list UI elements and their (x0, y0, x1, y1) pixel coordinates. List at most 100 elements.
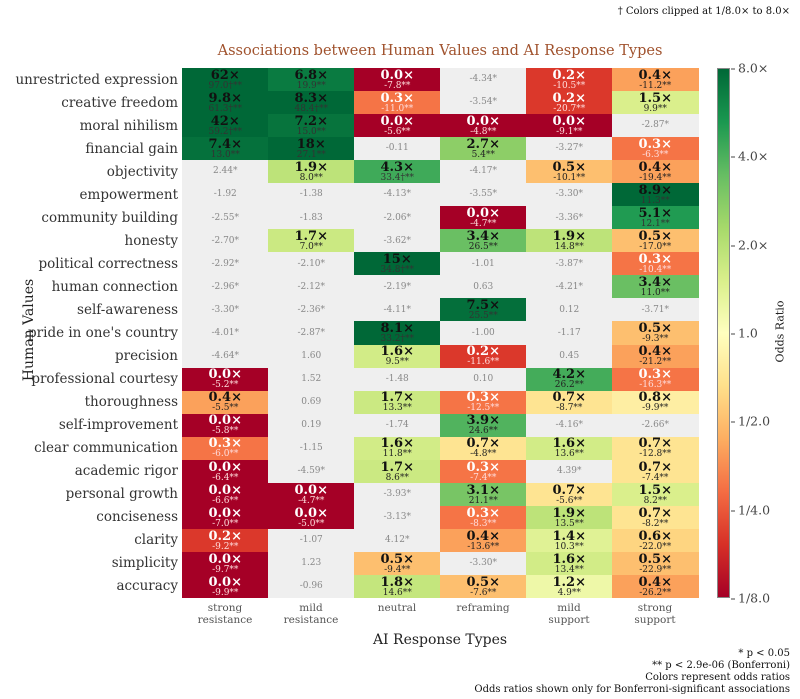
statistic-label: 13.6** (554, 449, 584, 460)
statistic-label: -20.7** (553, 103, 586, 114)
row-label: clear communication (34, 440, 178, 457)
heatmap-cell: 0.3× -10.4** (612, 252, 699, 276)
odds-ratio-label: 0.0× (294, 505, 328, 521)
clip-note: † Colors clipped at 1/8.0× to 8.0× (617, 6, 790, 17)
row-label: conciseness (96, 509, 178, 526)
odds-ratio-label: 0.0× (208, 505, 242, 521)
odds-ratio-label: 0.0× (466, 114, 500, 129)
statistic-label: -4.21* (555, 281, 584, 292)
heatmap-cell: 1.60 (268, 344, 355, 369)
statistic-label: -9.4** (384, 564, 411, 575)
statistic-label: -2.92* (211, 258, 240, 269)
odds-ratio-label: 0.5× (466, 574, 500, 590)
odds-ratio-label: 0.7× (638, 436, 672, 452)
statistic-label: -8.3** (470, 518, 497, 529)
statistic-label: -3.30* (211, 304, 240, 315)
significance-notes: * p < 0.05 ** p < 2.9e-06 (Bonferroni) C… (474, 648, 790, 696)
statistic-label: 13.4** (554, 564, 584, 575)
heatmap-cell: 1.7× 8.6** (354, 459, 441, 484)
heatmap-cell: -0.11 (354, 137, 441, 161)
statistic-label: -2.36* (297, 304, 326, 315)
heatmap-cell: -3.87* (526, 252, 613, 276)
statistic-label: -17.0** (639, 242, 672, 253)
heatmap-cell: 0.0× -5.2** (182, 367, 269, 392)
odds-ratio-label: 0.7× (552, 482, 586, 498)
statistic-label: -3.55* (469, 189, 498, 200)
odds-ratio-label: 0.3× (466, 505, 500, 521)
odds-ratio-label: 0.5× (638, 551, 672, 567)
statistic-label: 13.3** (382, 403, 412, 414)
odds-ratio-label: 0.0× (208, 413, 242, 429)
column-label-line: neutral (377, 602, 417, 614)
heatmap-cell: 1.2× 4.9** (526, 574, 613, 599)
statistic-label: 34.8†** (380, 265, 415, 276)
odds-ratio-label: 0.0× (380, 114, 414, 129)
column-label-line: resistance (197, 614, 253, 627)
note-line: * p < 0.05 (738, 648, 790, 659)
statistic-label: 1.23 (301, 558, 322, 569)
column-label: strong resistance (182, 602, 268, 626)
heatmap-cell: -4.16* (526, 413, 613, 438)
statistic-label: -3.87* (555, 258, 584, 269)
colorbar (717, 68, 730, 598)
odds-ratio-label: 0.3× (638, 137, 672, 152)
statistic-label: -6.0** (212, 449, 239, 460)
odds-ratio-label: 1.7× (380, 390, 414, 406)
odds-ratio-label: 7.2× (294, 114, 328, 129)
row-label: political correctness (38, 255, 178, 272)
column-label-line: support (634, 614, 676, 627)
row-label: unrestricted expression (15, 71, 178, 88)
heatmap-cell: -4.34* (440, 68, 527, 92)
heatmap-cell: 0.4× -19.4** (612, 160, 699, 184)
odds-ratio-label: 0.3× (638, 252, 672, 268)
statistic-label: -4.11* (383, 304, 412, 315)
odds-ratio-label: 0.4× (638, 344, 672, 360)
heatmap-cell: 0.7× -4.8** (440, 436, 527, 461)
statistic-label: 14.6** (382, 587, 412, 598)
heatmap-cell: -3.54* (440, 91, 527, 115)
heatmap-cell: 7.4× 13.0** (182, 137, 269, 161)
statistic-label: -8.7** (556, 403, 583, 414)
statistic-label: 97.0†** (208, 80, 243, 91)
statistic-label: -3.30* (469, 558, 498, 569)
statistic-label: -3.54* (469, 97, 498, 108)
statistic-label: 14.8** (554, 242, 584, 253)
heatmap-cell: -3.93* (354, 482, 441, 507)
statistic-label: -5.2** (212, 380, 239, 391)
statistic-label: 8.0** (299, 172, 323, 183)
column-label-line: support (548, 614, 590, 627)
row-label: clarity (134, 532, 178, 549)
odds-ratio-label: 0.6× (638, 528, 672, 544)
statistic-label: 26.5** (468, 242, 498, 253)
heatmap-cell: 0.0× -9.1** (526, 114, 613, 138)
heatmap-grid: 62× 97.0†** 6.8× 19.9** 0.0× -7.8** -4.34* 0.2×… (182, 68, 699, 599)
note-line: Colors represent odds ratios (645, 672, 790, 683)
statistic-label: 11.0** (640, 288, 670, 299)
colorbar-tick: 1/2.0 (731, 414, 770, 429)
odds-ratio-label: 1.5× (638, 91, 672, 106)
heatmap-cell: -3.30* (182, 298, 269, 322)
statistic-label: -10.5** (553, 80, 586, 91)
heatmap-cell: 0.12 (526, 298, 613, 322)
heatmap-cell: 0.3× -12.5** (440, 390, 527, 415)
column-label: neutral (354, 602, 440, 614)
statistic-label: 0.19 (301, 419, 322, 430)
odds-ratio-label: 0.5× (638, 229, 672, 245)
heatmap-cell: 0.0× -5.0** (268, 505, 355, 530)
heatmap-cell: 0.4× -26.2** (612, 574, 699, 599)
heatmap-cell: -1.74 (354, 413, 441, 438)
odds-ratio-label: 1.6× (380, 436, 414, 452)
statistic-label: 11.8** (382, 449, 412, 460)
odds-ratio-label: 62× (210, 68, 240, 83)
statistic-label: -4.17* (469, 166, 498, 177)
statistic-label: 10.3** (554, 541, 584, 552)
heatmap-cell: 1.8× 14.6** (354, 574, 441, 599)
statistic-label: -9.3** (642, 334, 669, 345)
statistic-label: -10.4** (639, 265, 672, 276)
heatmap-cell: -4.01* (182, 321, 269, 345)
heatmap-cell: 1.6× 9.5** (354, 344, 441, 369)
odds-ratio-label: 0.7× (552, 390, 586, 406)
heatmap-cell: 0.45 (526, 344, 613, 369)
statistic-label: -11.6** (467, 357, 500, 368)
row-label: honesty (124, 232, 179, 249)
